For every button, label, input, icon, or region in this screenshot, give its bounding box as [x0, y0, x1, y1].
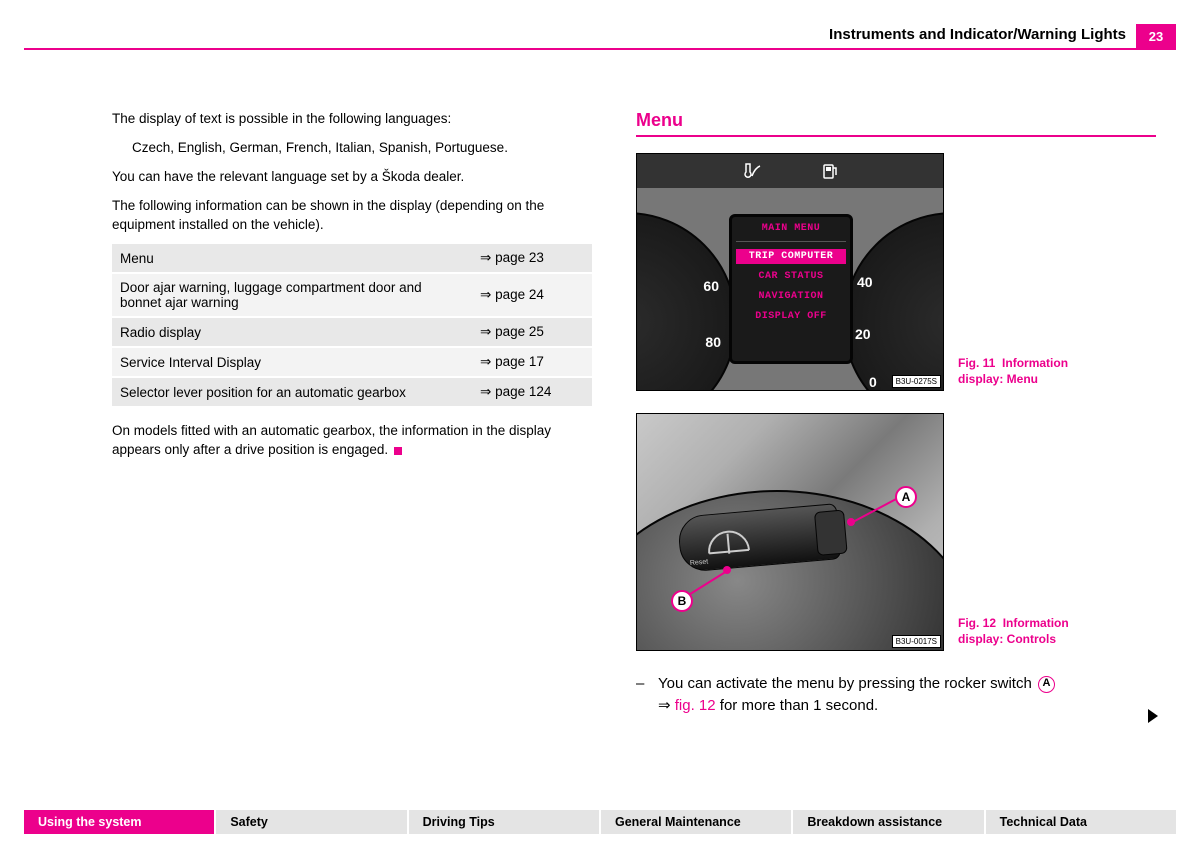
ref-text: page 17 [495, 354, 544, 369]
para-languages-intro: The display of text is possible in the f… [112, 110, 592, 129]
table-row: Door ajar warning, luggage compartment d… [112, 273, 592, 317]
table-cell-label: Service Interval Display [112, 347, 472, 377]
fig-reference: fig. 12 [675, 697, 716, 714]
tab-using-system[interactable]: Using the system [24, 810, 216, 834]
table-cell-label: Radio display [112, 317, 472, 347]
thermometer-icon [742, 162, 762, 180]
table-cell-ref: ⇒ page 25 [472, 317, 592, 347]
dash-bullet: – [636, 673, 644, 695]
table-cell-ref: ⇒ page 17 [472, 347, 592, 377]
callout-a: A [895, 486, 917, 508]
section-heading: Menu [636, 110, 1156, 137]
inline-callout-a: A [1038, 676, 1055, 693]
figure-12-caption: Fig. 12 Information display: Controls [958, 615, 1108, 651]
figure-11-row: 60 80 0 20 40 MAIN MENU TRIP COMPUTER CA… [636, 153, 1156, 391]
page-content: The display of text is possible in the f… [112, 110, 1160, 786]
tab-safety[interactable]: Safety [216, 810, 408, 834]
ref-text: page 25 [495, 324, 544, 339]
fig-caption-num: Fig. 12 [958, 616, 996, 630]
ref-text: page 124 [495, 384, 551, 399]
fuel-pump-icon [822, 162, 838, 180]
instruction-text-b: for more than 1 second. [720, 697, 878, 714]
header-rule [24, 48, 1176, 50]
fig-caption-num: Fig. 11 [958, 356, 995, 370]
figure-12-image: Reset A B B3U-0017S [636, 413, 944, 651]
figure-code: B3U-0275S [892, 375, 941, 388]
para-dealer: You can have the relevant language set b… [112, 168, 592, 187]
callout-b: B [671, 590, 693, 612]
fig11-info-display: MAIN MENU TRIP COMPUTER CAR STATUS NAVIG… [729, 214, 853, 364]
table-cell-label: Door ajar warning, luggage compartment d… [112, 273, 472, 317]
figure-11-image: 60 80 0 20 40 MAIN MENU TRIP COMPUTER CA… [636, 153, 944, 391]
dial-number: 80 [705, 334, 721, 350]
figure-code: B3U-0017S [892, 635, 941, 648]
table-cell-label: Selector lever position for an automatic… [112, 377, 472, 407]
para-display-info: The following information can be shown i… [112, 197, 592, 235]
tab-breakdown-assistance[interactable]: Breakdown assistance [793, 810, 985, 834]
screen-item-selected: TRIP COMPUTER [736, 249, 846, 264]
end-of-section-icon [394, 447, 402, 455]
table-row: Selector lever position for an automatic… [112, 377, 592, 407]
dial-number: 20 [855, 326, 871, 342]
ref-text: page 24 [495, 287, 544, 302]
table-row: Radio display ⇒ page 25 [112, 317, 592, 347]
table-row: Menu ⇒ page 23 [112, 244, 592, 273]
table-row: Service Interval Display ⇒ page 17 [112, 347, 592, 377]
fig12-rocker-switch [814, 509, 848, 555]
fig11-top-icons [637, 154, 943, 188]
para-auto-gearbox: On models fitted with an automatic gearb… [112, 422, 592, 460]
instruction-step: – You can activate the menu by pressing … [636, 673, 1156, 717]
dial-number: 60 [703, 278, 719, 294]
dial-number: 40 [857, 274, 873, 290]
reference-table: Menu ⇒ page 23 Door ajar warning, luggag… [112, 244, 592, 408]
screen-item: NAVIGATION [736, 289, 846, 304]
figure-11-caption: Fig. 11 Information display: Menu [958, 355, 1108, 391]
ref-arrow: ⇒ [658, 697, 671, 714]
continue-arrow-icon [1148, 709, 1158, 723]
screen-item: DISPLAY OFF [736, 309, 846, 324]
screen-title: MAIN MENU [762, 223, 821, 234]
instruction-text-a: You can activate the menu by pressing th… [658, 675, 1036, 692]
tab-general-maintenance[interactable]: General Maintenance [601, 810, 793, 834]
figure-12-row: Reset A B B3U-0017S Fig. 12 Information … [636, 413, 1156, 651]
reset-label: Reset [690, 559, 709, 568]
para-languages-list: Czech, English, German, French, Italian,… [112, 139, 592, 158]
table-cell-ref: ⇒ page 23 [472, 244, 592, 273]
table-cell-label: Menu [112, 244, 472, 273]
left-column: The display of text is possible in the f… [112, 110, 592, 470]
page-number-badge: 23 [1136, 24, 1176, 48]
fig11-left-dial: 60 80 [636, 212, 737, 391]
para-text: On models fitted with an automatic gearb… [112, 423, 551, 457]
screen-divider [736, 241, 846, 242]
table-cell-ref: ⇒ page 24 [472, 273, 592, 317]
screen-item: CAR STATUS [736, 269, 846, 284]
right-column: Menu 60 80 0 20 40 MAIN MENU [636, 110, 1156, 717]
footer-tabs: Using the system Safety Driving Tips Gen… [24, 810, 1176, 834]
table-cell-ref: ⇒ page 124 [472, 377, 592, 407]
wiper-icon [701, 521, 760, 562]
ref-text: page 23 [495, 250, 544, 265]
dial-number: 0 [869, 374, 877, 390]
header-title: Instruments and Indicator/Warning Lights [829, 26, 1126, 43]
tab-driving-tips[interactable]: Driving Tips [409, 810, 601, 834]
page-header: Instruments and Indicator/Warning Lights… [24, 24, 1176, 50]
tab-technical-data[interactable]: Technical Data [986, 810, 1176, 834]
fig11-right-dial: 0 20 40 [843, 212, 944, 391]
